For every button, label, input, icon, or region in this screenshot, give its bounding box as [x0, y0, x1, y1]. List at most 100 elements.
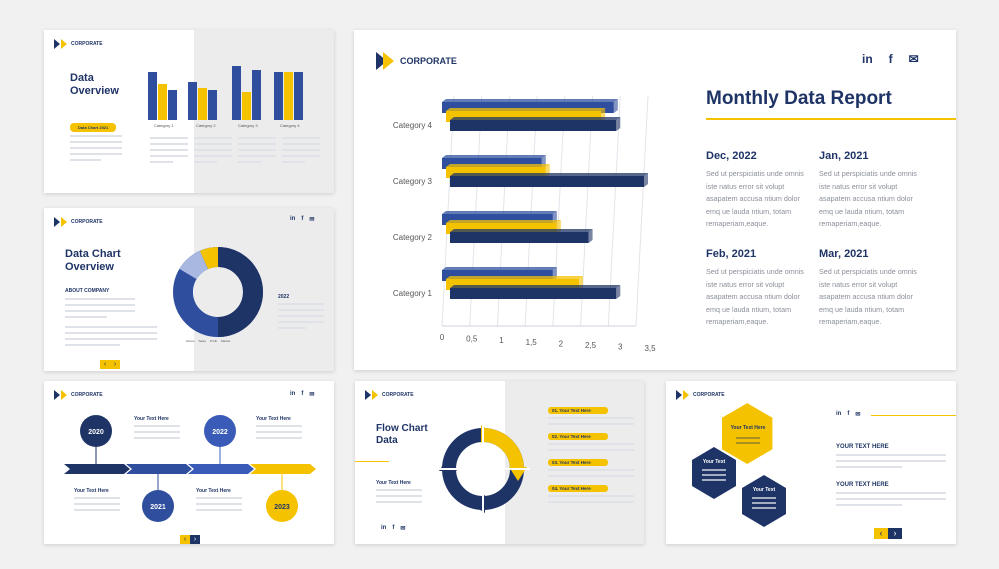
slide-hexagons[interactable]: CORPORATE in f ✉ Your Text Here Your Tex… — [666, 381, 956, 544]
chevron-icon — [365, 390, 371, 400]
prev-button[interactable]: ‹ — [180, 535, 190, 544]
slide-title: Flow Chart Data — [376, 423, 428, 446]
bar-top — [446, 276, 584, 279]
bar-label: Category 1 — [154, 123, 174, 128]
x-tick-label: 0,5 — [466, 335, 478, 344]
linkedin-icon[interactable]: in — [290, 216, 296, 222]
chevron-icon — [372, 390, 378, 400]
bar-top — [450, 285, 621, 288]
bar-chart: Category 1 Category 2 Category 3 Categor… — [148, 66, 303, 128]
year-label: 2023 — [274, 504, 290, 511]
about-heading: ABOUT COMPANY — [65, 288, 110, 294]
slide-data-chart-overview[interactable]: CORPORATE in f ✉ Data Chart Overview ABO… — [44, 208, 334, 371]
body-text — [836, 454, 946, 472]
facebook-icon[interactable]: f — [888, 52, 893, 66]
body-text — [70, 135, 122, 165]
social-links: in f ✉ — [836, 411, 860, 418]
bar-top — [442, 155, 546, 158]
slide-monthly-report[interactable]: CORPORATE in f ✉ Category 1 Category 2 Cat… — [354, 30, 956, 370]
column-text — [238, 137, 276, 167]
bar — [442, 102, 614, 113]
year-label: 2021 — [150, 504, 166, 511]
entry-date: Dec, 2022 — [706, 150, 757, 162]
mail-icon[interactable]: ✉ — [908, 52, 919, 66]
mail-icon[interactable]: ✉ — [309, 217, 315, 223]
hexagon — [722, 403, 773, 464]
prev-button[interactable]: ‹ — [100, 360, 110, 369]
brand-name: CORPORATE — [382, 392, 414, 398]
cycle-arrowhead — [471, 495, 485, 513]
linkedin-icon[interactable]: in — [836, 411, 842, 417]
legend-item: Profit — [210, 339, 218, 343]
bar — [168, 90, 177, 120]
legend-item: Market — [221, 339, 231, 343]
title-underline — [706, 118, 956, 120]
bar — [242, 92, 251, 120]
chevron-icon — [54, 217, 60, 227]
slide-flow-chart[interactable]: CORPORATE Flow Chart Data Your Text Here… — [355, 381, 644, 544]
slide-gray-panel — [194, 30, 334, 193]
linkedin-icon[interactable]: in — [381, 525, 387, 531]
slide-nav: ‹ › — [874, 528, 902, 539]
social-links: in f ✉ — [862, 52, 919, 66]
year-label: 2022 — [212, 429, 228, 436]
bar — [158, 84, 167, 120]
hexagon-label: Your Text Here — [731, 425, 766, 431]
timeline-label: Your Text Here — [134, 416, 169, 422]
hexagon-label: Your Text — [753, 487, 776, 493]
bar — [446, 279, 580, 290]
chevron-icon — [61, 390, 67, 400]
bar-top — [450, 173, 648, 176]
slide-nav: ‹ › — [100, 360, 120, 369]
bar-top — [446, 164, 550, 167]
bar — [442, 270, 553, 281]
slide-gray-panel — [194, 208, 334, 371]
year-circle — [80, 415, 112, 447]
linkedin-icon[interactable]: in — [290, 391, 296, 397]
slide-title: Data Overview — [70, 72, 119, 97]
facebook-icon[interactable]: f — [847, 411, 850, 417]
mail-icon[interactable]: ✉ — [855, 412, 861, 418]
prev-button[interactable]: ‹ — [874, 528, 888, 539]
year-circle — [266, 490, 298, 522]
chevron-icon — [54, 390, 60, 400]
bar — [148, 72, 157, 120]
hexagon — [742, 475, 786, 527]
donut-slice — [217, 247, 263, 337]
bar-top — [446, 220, 561, 223]
chevron-icon — [676, 390, 682, 400]
bar-top — [442, 99, 618, 102]
cycle-arrowhead — [509, 467, 527, 481]
brand-name: CORPORATE — [71, 41, 103, 47]
gridline — [635, 95, 649, 327]
chevron-icon — [61, 39, 67, 49]
chevron-icon — [683, 390, 689, 400]
body-text — [196, 497, 242, 515]
legend-item: Series — [186, 339, 195, 343]
badge: Data Chart 2021 — [70, 123, 117, 132]
social-links: in f ✉ — [381, 525, 405, 532]
timeline-label: Your Text Here — [74, 488, 109, 494]
header-rule — [871, 415, 956, 416]
facebook-icon[interactable]: f — [392, 525, 395, 531]
bar — [232, 66, 241, 120]
brand-logo: CORPORATE — [376, 52, 457, 70]
next-button[interactable]: › — [190, 535, 200, 544]
next-button[interactable]: › — [888, 528, 902, 539]
body-text — [836, 492, 946, 510]
slide-timeline[interactable]: CORPORATE in f ✉ 2020 2021 2022 2023 You… — [44, 381, 334, 544]
facebook-icon[interactable]: f — [301, 216, 304, 222]
facebook-icon[interactable]: f — [301, 391, 304, 397]
slide-data-overview[interactable]: CORPORATE Data Overview Data Chart 2021 … — [44, 30, 334, 193]
title-underline — [355, 461, 389, 462]
next-button[interactable]: › — [110, 360, 120, 369]
column-text — [150, 137, 188, 167]
mail-icon[interactable]: ✉ — [309, 392, 315, 398]
chevron-icon — [376, 52, 387, 70]
bar-top — [442, 211, 557, 214]
mail-icon[interactable]: ✉ — [400, 526, 406, 532]
linkedin-icon[interactable]: in — [862, 52, 873, 66]
year-label: 2020 — [88, 429, 104, 436]
body-text — [278, 303, 324, 333]
entry-date: Jan, 2021 — [819, 150, 869, 162]
